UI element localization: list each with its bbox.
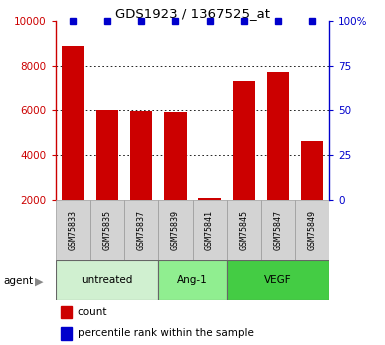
Text: GSM75847: GSM75847 — [273, 210, 283, 250]
Text: Ang-1: Ang-1 — [177, 275, 208, 285]
Text: agent: agent — [4, 276, 34, 286]
Text: GSM75839: GSM75839 — [171, 210, 180, 250]
Text: GSM75835: GSM75835 — [102, 210, 112, 250]
Bar — [158, 200, 192, 260]
Bar — [164, 112, 186, 200]
Bar — [124, 200, 158, 260]
Text: GSM75833: GSM75833 — [69, 210, 77, 250]
Bar — [295, 200, 329, 260]
Text: GSM75841: GSM75841 — [205, 210, 214, 250]
Bar — [56, 260, 158, 300]
Bar — [62, 47, 84, 200]
Bar — [90, 200, 124, 260]
Title: GDS1923 / 1367525_at: GDS1923 / 1367525_at — [115, 7, 270, 20]
Text: count: count — [78, 307, 107, 317]
Text: GSM75837: GSM75837 — [137, 210, 146, 250]
Bar — [267, 72, 289, 200]
Bar — [130, 111, 152, 200]
Bar — [261, 200, 295, 260]
Bar — [61, 306, 72, 318]
Text: untreated: untreated — [81, 275, 133, 285]
Bar — [199, 198, 221, 200]
Text: ▶: ▶ — [35, 276, 44, 286]
Bar — [227, 260, 329, 300]
Text: VEGF: VEGF — [264, 275, 292, 285]
Bar — [227, 200, 261, 260]
Bar — [301, 141, 323, 200]
Bar — [158, 260, 227, 300]
Text: GSM75849: GSM75849 — [308, 210, 316, 250]
Bar — [96, 110, 118, 200]
Bar — [233, 81, 255, 200]
Text: GSM75845: GSM75845 — [239, 210, 248, 250]
Bar — [56, 200, 90, 260]
Text: percentile rank within the sample: percentile rank within the sample — [78, 328, 254, 338]
Bar — [61, 327, 72, 339]
Bar — [192, 200, 227, 260]
